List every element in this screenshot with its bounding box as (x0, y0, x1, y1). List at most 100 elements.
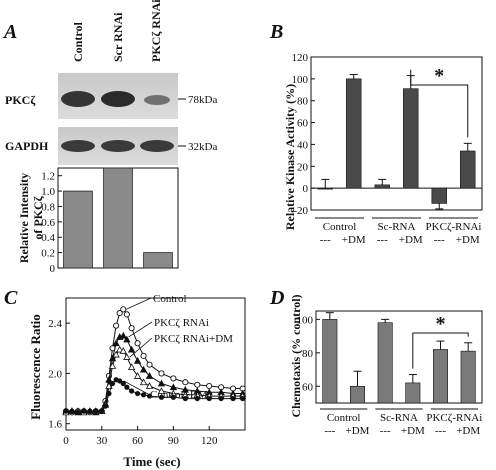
sub-label: --- (434, 234, 445, 246)
data-point (218, 395, 224, 402)
data-point (135, 390, 141, 397)
panel-b: B Relative Kinase Activity (%) -20 0 20 40 6… (269, 21, 483, 246)
data-point (123, 311, 130, 318)
data-point (102, 403, 108, 409)
data-point (127, 363, 136, 371)
panel-d: D Chemotaxis (% control) 60 80 100 * Control… (269, 287, 483, 437)
series-label: Control (153, 293, 187, 305)
blot-band (144, 95, 170, 105)
blot-band (61, 140, 95, 152)
y-tick-label: 0 (50, 263, 56, 275)
y-tick-label: 2.4 (48, 318, 62, 330)
data-point (106, 390, 112, 397)
bar (460, 150, 476, 189)
data-point (194, 395, 200, 402)
data-point (109, 380, 116, 387)
data-point (69, 408, 75, 414)
bar (143, 252, 173, 269)
data-point (170, 375, 177, 382)
data-point (116, 345, 124, 353)
x-tick-label: 30 (96, 435, 108, 447)
x-tick-label: 0 (63, 435, 69, 447)
data-point (145, 372, 154, 379)
y-tick-label: 80 (302, 348, 314, 360)
plot-frame (65, 297, 246, 431)
panel-c: C Fluorescence Ratio Time (sec) 0 30 60 90 1… (4, 287, 247, 469)
group-label: PKCζ-RNAi (426, 221, 482, 233)
panel-d-label: D (269, 287, 284, 309)
sub-label: +DM (342, 234, 366, 246)
data-point (146, 393, 153, 399)
y-tick-label: 60 (302, 381, 314, 393)
data-point (157, 379, 166, 387)
y-tick-label: 80 (297, 96, 309, 108)
data-point (194, 381, 201, 388)
group-label: Control (323, 221, 357, 233)
sub-label: +DM (401, 425, 425, 437)
data-point (157, 387, 166, 394)
significance-marker: * (436, 313, 446, 335)
group-label: Sc-RNA (378, 221, 416, 233)
sub-label: --- (320, 234, 331, 246)
data-point (129, 388, 135, 394)
data-point (120, 306, 127, 313)
series-label: Control+DM (150, 389, 208, 401)
sub-label: +DM (346, 425, 370, 437)
bar (346, 78, 362, 189)
panel-b-ylabel: Relative Kinase Activity (%) (283, 84, 297, 230)
bar (403, 88, 419, 189)
bar (374, 184, 390, 189)
panel-a-label: A (2, 21, 17, 43)
bar (350, 385, 365, 404)
data-point (123, 353, 131, 360)
data-point (63, 408, 69, 414)
data-point (240, 395, 246, 402)
y-tick-label: 0.2 (41, 248, 55, 260)
group-label: Sc-RNA (380, 412, 418, 424)
data-point (134, 340, 141, 347)
series-line (65, 348, 243, 413)
data-point (140, 352, 147, 359)
y-tick-label: 0 (303, 183, 309, 195)
data-point (158, 394, 165, 400)
significance-bracket (410, 69, 469, 138)
y-tick-label: -20 (293, 205, 308, 217)
bar (460, 350, 476, 404)
label-leader (128, 321, 153, 338)
data-point (87, 408, 93, 414)
data-point (127, 345, 136, 353)
data-point (206, 382, 213, 390)
label-leader (126, 297, 152, 310)
series-label: PKCζ RNAi+DM (154, 333, 233, 345)
data-point (81, 408, 87, 414)
lane-label-2: PKCζ RNAi (149, 0, 163, 62)
bar (405, 382, 421, 404)
bar (317, 187, 333, 190)
data-point (75, 409, 81, 415)
panel-a: A Control Scr RNAi PKCζ RNAi PKCζ 78kDa … (2, 0, 217, 275)
significance-bracket (412, 332, 469, 369)
blot-band (101, 91, 135, 107)
y-tick-label: 40 (297, 139, 309, 151)
data-point (112, 339, 120, 347)
y-tick-label: 1.6 (48, 419, 62, 431)
sub-label: --- (380, 425, 391, 437)
mw-label-pkc: 78kDa (188, 94, 217, 106)
y-tick-label: 100 (292, 74, 309, 86)
data-point (206, 395, 212, 402)
y-tick-label: 1.2 (41, 171, 55, 183)
x-tick-label: 120 (201, 435, 218, 447)
data-point (158, 370, 165, 377)
y-tick-label: 0.4 (41, 232, 55, 244)
panel-b-label: B (269, 21, 283, 43)
sub-label: +DM (456, 234, 480, 246)
data-point (119, 346, 127, 354)
panel-a-chart: 0 0.2 0.4 0.6 0.8 1.0 1.2 (41, 167, 179, 275)
data-point (120, 380, 126, 387)
data-point (105, 382, 113, 389)
y-tick-label: 100 (297, 314, 314, 326)
blot-row-label-pkc: PKCζ (5, 93, 36, 107)
data-point (182, 379, 189, 386)
